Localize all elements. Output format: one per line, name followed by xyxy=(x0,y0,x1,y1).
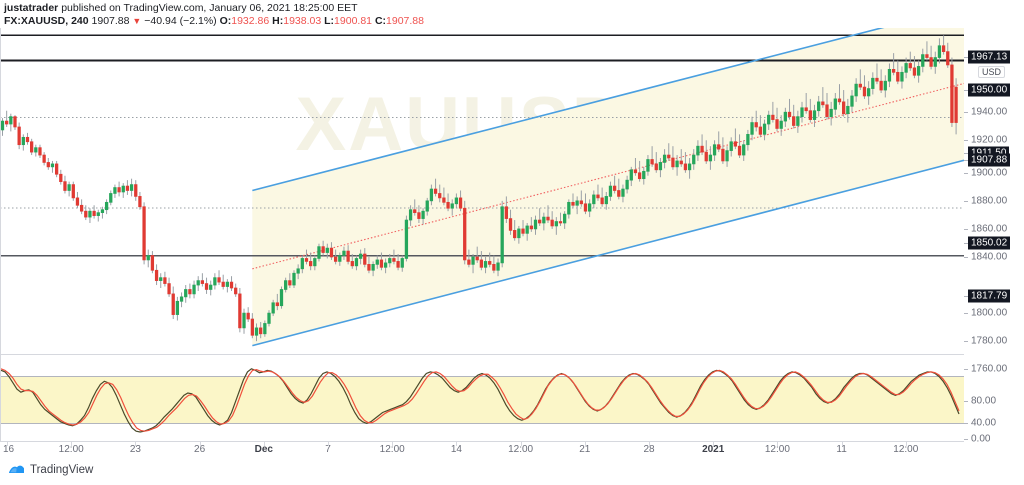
axis-price-label: 1940.00 xyxy=(971,106,1008,118)
symbol-info: FX:XAUUSD, 240 1907.88 ▼ −40.94 (−2.1%) … xyxy=(4,15,424,27)
time-axis-tick xyxy=(649,442,650,446)
time-axis-label: 12:00 xyxy=(379,444,405,455)
time-axis-tick xyxy=(841,442,843,446)
axis-tick xyxy=(964,153,968,154)
axis-price-label: 1780.00 xyxy=(971,335,1008,347)
time-axis-tick xyxy=(584,442,586,446)
level-price-badge: 1950.00 xyxy=(968,83,1011,97)
time-axis-label: 7 xyxy=(325,444,331,455)
axis-tick xyxy=(964,423,968,424)
axis-tick xyxy=(964,257,968,258)
osc-line-%K xyxy=(0,368,960,433)
level-price-badge: 1967.13 xyxy=(968,50,1011,64)
time-axis-label: 12:00 xyxy=(508,444,534,455)
axis-tick xyxy=(964,369,968,370)
time-axis-tick xyxy=(456,442,458,446)
time-axis-label: Dec xyxy=(254,444,273,455)
time-axis-tick xyxy=(777,442,779,446)
time-axis-label: 2021 xyxy=(702,444,725,455)
axis-tick xyxy=(964,313,968,314)
axis-tick xyxy=(964,401,968,402)
time-axis-label: 12:00 xyxy=(893,444,919,455)
price-pane[interactable]: XAUUSDGold / U.S. Dollar xyxy=(0,28,964,353)
tradingview-mark-icon xyxy=(9,465,24,473)
open-value: 1932.86 xyxy=(231,15,270,27)
low-value: 1900.81 xyxy=(334,15,373,27)
level-price-badge: 1817.79 xyxy=(968,289,1011,303)
chart-frame: XAUUSDGold / U.S. Dollar 1967.13 1950.00 1… xyxy=(0,28,1024,457)
osc-axis-label: 40.00 xyxy=(971,417,997,429)
down-triangle-icon: ▼ xyxy=(132,16,142,26)
open-key: O: xyxy=(219,15,232,27)
candle-series xyxy=(0,35,958,342)
level-price-badge: 1850.02 xyxy=(968,236,1011,250)
high-key: H: xyxy=(272,15,284,27)
axis-tick xyxy=(964,57,968,58)
osc-line-%D xyxy=(0,368,960,432)
axis-price-label: 1840.00 xyxy=(971,251,1008,263)
tradingview-brand-text: TradingView xyxy=(30,463,94,476)
symbol-label[interactable]: FX:XAUUSD, 240 xyxy=(4,15,89,27)
time-axis-tick xyxy=(328,442,329,446)
osc-axis-label: 0.00 xyxy=(971,433,991,445)
axis-price-label: 1800.00 xyxy=(971,307,1008,319)
time-axis[interactable]: 16 12:00 23 26 Dec 7 12:00 14 12:00 21 28 2021 12:00… xyxy=(0,442,1024,457)
time-axis-label: 12:00 xyxy=(764,444,790,455)
time-axis-tick xyxy=(71,442,73,446)
time-axis-label: 26 xyxy=(194,444,206,455)
axis-tick xyxy=(964,229,968,230)
axis-price-label: 1880.00 xyxy=(971,195,1008,207)
left-edge-divider xyxy=(0,28,1,442)
time-axis-label: 11 xyxy=(836,444,847,455)
close-key: C: xyxy=(374,15,387,27)
axis-tick xyxy=(964,201,968,202)
last-price: 1907.88 xyxy=(91,15,130,27)
chart-header: justatrader published on TradingView.com… xyxy=(0,0,1024,28)
axis-tick xyxy=(964,296,968,297)
chart-footer: TradingView xyxy=(0,459,1024,485)
high-value: 1938.03 xyxy=(283,15,322,27)
axis-price-label: 1860.00 xyxy=(971,223,1008,235)
time-axis-label: 14 xyxy=(450,444,462,455)
axis-tick xyxy=(964,112,968,113)
osc-axis-label: 80.00 xyxy=(971,395,997,407)
axis-tick xyxy=(964,173,968,174)
axis-price-label: 1760.00 xyxy=(971,363,1008,375)
stochastic-pane[interactable] xyxy=(0,358,964,442)
axis-price-label: 1920.00 xyxy=(971,134,1008,146)
currency-unit-tag: USD xyxy=(978,66,1006,78)
axis-tick xyxy=(964,90,968,91)
time-axis-tick xyxy=(713,442,715,446)
axis-tick xyxy=(964,140,968,141)
time-axis-label: 16 xyxy=(3,444,15,455)
last-price-badge: 1907.88 xyxy=(968,153,1011,167)
axis-tick xyxy=(964,243,968,244)
time-axis-label: 12:00 xyxy=(58,444,84,455)
time-axis-label: 23 xyxy=(129,444,141,455)
time-axis-tick xyxy=(392,442,394,446)
low-key: L: xyxy=(324,15,335,27)
price-axis[interactable]: 1967.131950.001940.001920.001911.501907.… xyxy=(964,28,1024,445)
time-axis-tick xyxy=(520,442,522,446)
time-axis-tick xyxy=(263,442,265,446)
publish-info: justatrader published on TradingView.com… xyxy=(4,2,358,14)
author-name: justatrader xyxy=(4,2,59,14)
axis-tick xyxy=(964,341,968,342)
axis-tick xyxy=(964,160,968,161)
time-axis-tick xyxy=(199,442,201,446)
price-change: −40.94 (−2.1%) xyxy=(144,15,217,27)
time-axis-tick xyxy=(135,442,137,446)
pane-divider xyxy=(0,354,964,355)
publish-text: published on TradingView.com, January 06… xyxy=(61,2,358,14)
tradingview-logo[interactable]: TradingView xyxy=(8,463,93,476)
time-axis-label: 21 xyxy=(579,444,591,455)
time-axis-label: 28 xyxy=(643,444,655,455)
time-axis-tick xyxy=(7,442,8,446)
axis-price-label: 1900.00 xyxy=(971,167,1008,179)
close-value: 1907.88 xyxy=(386,15,424,27)
axis-tick xyxy=(964,439,968,440)
time-axis-divider xyxy=(0,441,964,442)
time-axis-tick xyxy=(905,442,907,446)
